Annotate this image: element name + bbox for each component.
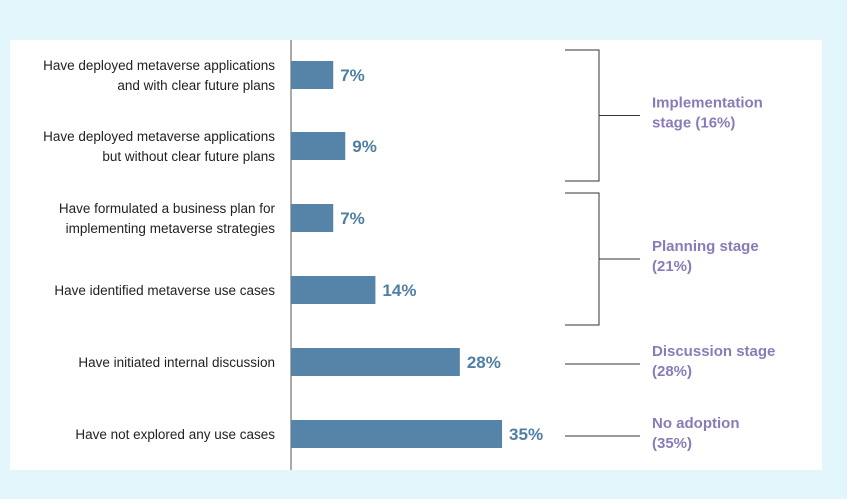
bar-2 [291,132,346,160]
bar-3 [291,204,334,232]
data-label-5: 28% [467,353,501,372]
bar-4 [291,276,376,304]
stage-bracket-2 [565,192,600,326]
category-label-4: Have identified metaverse use cases [54,283,275,298]
stage-bracket-1 [565,49,600,182]
stage-label-2: Planning stage (21%) [652,238,759,275]
category-label-3: Have formulated a business plan for imple… [59,201,276,236]
bar-1 [291,61,334,89]
category-label-1: Have deployed metaverse applications and … [43,58,275,93]
data-label-3: 7% [340,209,365,228]
bar-5 [291,348,460,376]
category-label-6: Have not explored any use cases [75,427,275,442]
data-label-2: 9% [352,137,377,156]
category-label-5: Have initiated internal discussion [78,355,275,370]
data-label-1: 7% [340,66,365,85]
stage-label-3: Discussion stage (28%) [652,343,775,380]
data-label-4: 14% [382,281,416,300]
category-label-2: Have deployed metaverse applications but … [43,129,275,164]
stage-label-4: No adoption (35%) [652,415,739,452]
chart-panel [10,40,822,470]
data-label-6: 35% [509,425,543,444]
bar-6 [291,420,503,448]
stage-label-1: Implementation stage (16%) [652,95,763,132]
